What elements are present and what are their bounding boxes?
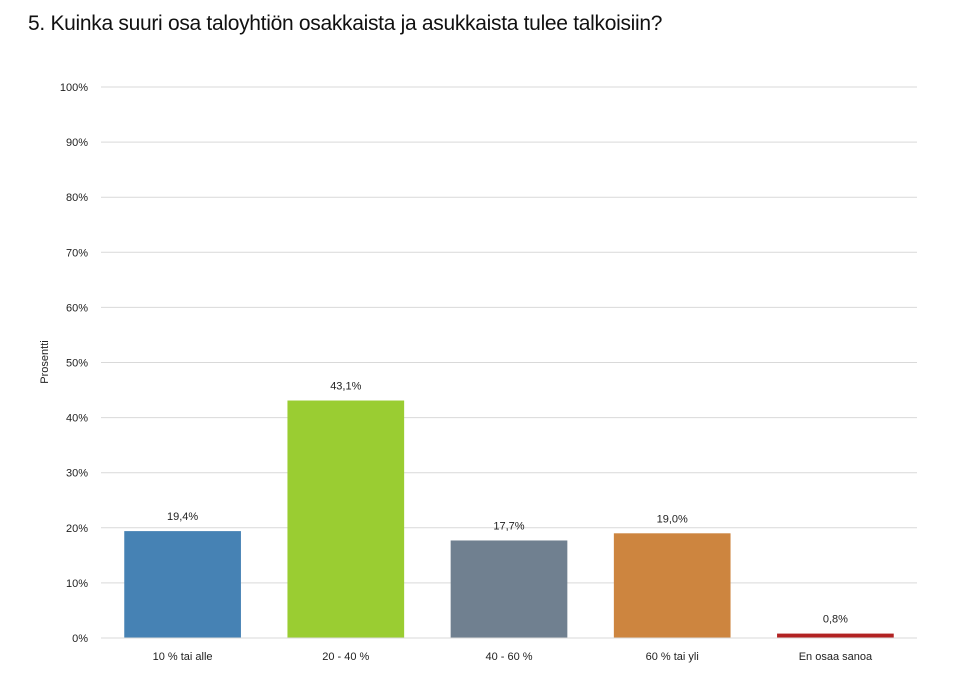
y-tick-label: 30%	[66, 468, 88, 480]
category-label: En osaa sanoa	[799, 651, 873, 663]
y-axis-title: Prosentti	[39, 340, 51, 383]
y-tick-label: 40%	[66, 413, 88, 425]
data-labels: 19,4% 43,1% 17,7% 19,0% 0,8%	[167, 381, 848, 626]
category-labels: 10 % tai alle 20 - 40 % 40 - 60 % 60 % tai …	[153, 651, 873, 663]
y-tick-label: 10%	[66, 578, 88, 590]
bar	[777, 633, 894, 638]
data-label: 19,0%	[657, 513, 688, 525]
category-label: 40 - 60 %	[485, 651, 532, 663]
y-tick-label: 60%	[66, 302, 88, 314]
data-label: 43,1%	[330, 381, 361, 393]
y-tick-label: 100%	[60, 82, 88, 94]
gridlines	[101, 86, 917, 584]
data-label: 19,4%	[167, 511, 198, 523]
category-label: 60 % tai yli	[646, 651, 699, 663]
y-tick-label: 80%	[66, 192, 88, 204]
bar	[613, 533, 731, 638]
bars	[124, 400, 894, 638]
category-label: 20 - 40 %	[322, 651, 369, 663]
y-axis-ticks: 0% 10% 20% 30% 40% 50% 60% 70% 80% 90% 100%	[60, 82, 88, 645]
y-tick-label: 90%	[66, 137, 88, 149]
y-tick-label: 70%	[66, 247, 88, 259]
bar	[287, 400, 405, 638]
y-tick-label: 0%	[72, 633, 88, 645]
category-label: 10 % tai alle	[153, 651, 213, 663]
data-label: 17,7%	[493, 520, 524, 532]
bar	[124, 531, 241, 638]
bar	[450, 540, 568, 638]
y-tick-label: 50%	[66, 358, 88, 370]
chart-title: 5. Kuinka suuri osa taloyhtiön osakkaist…	[28, 12, 663, 35]
data-label: 0,8%	[823, 614, 848, 626]
y-tick-label: 20%	[66, 523, 88, 535]
